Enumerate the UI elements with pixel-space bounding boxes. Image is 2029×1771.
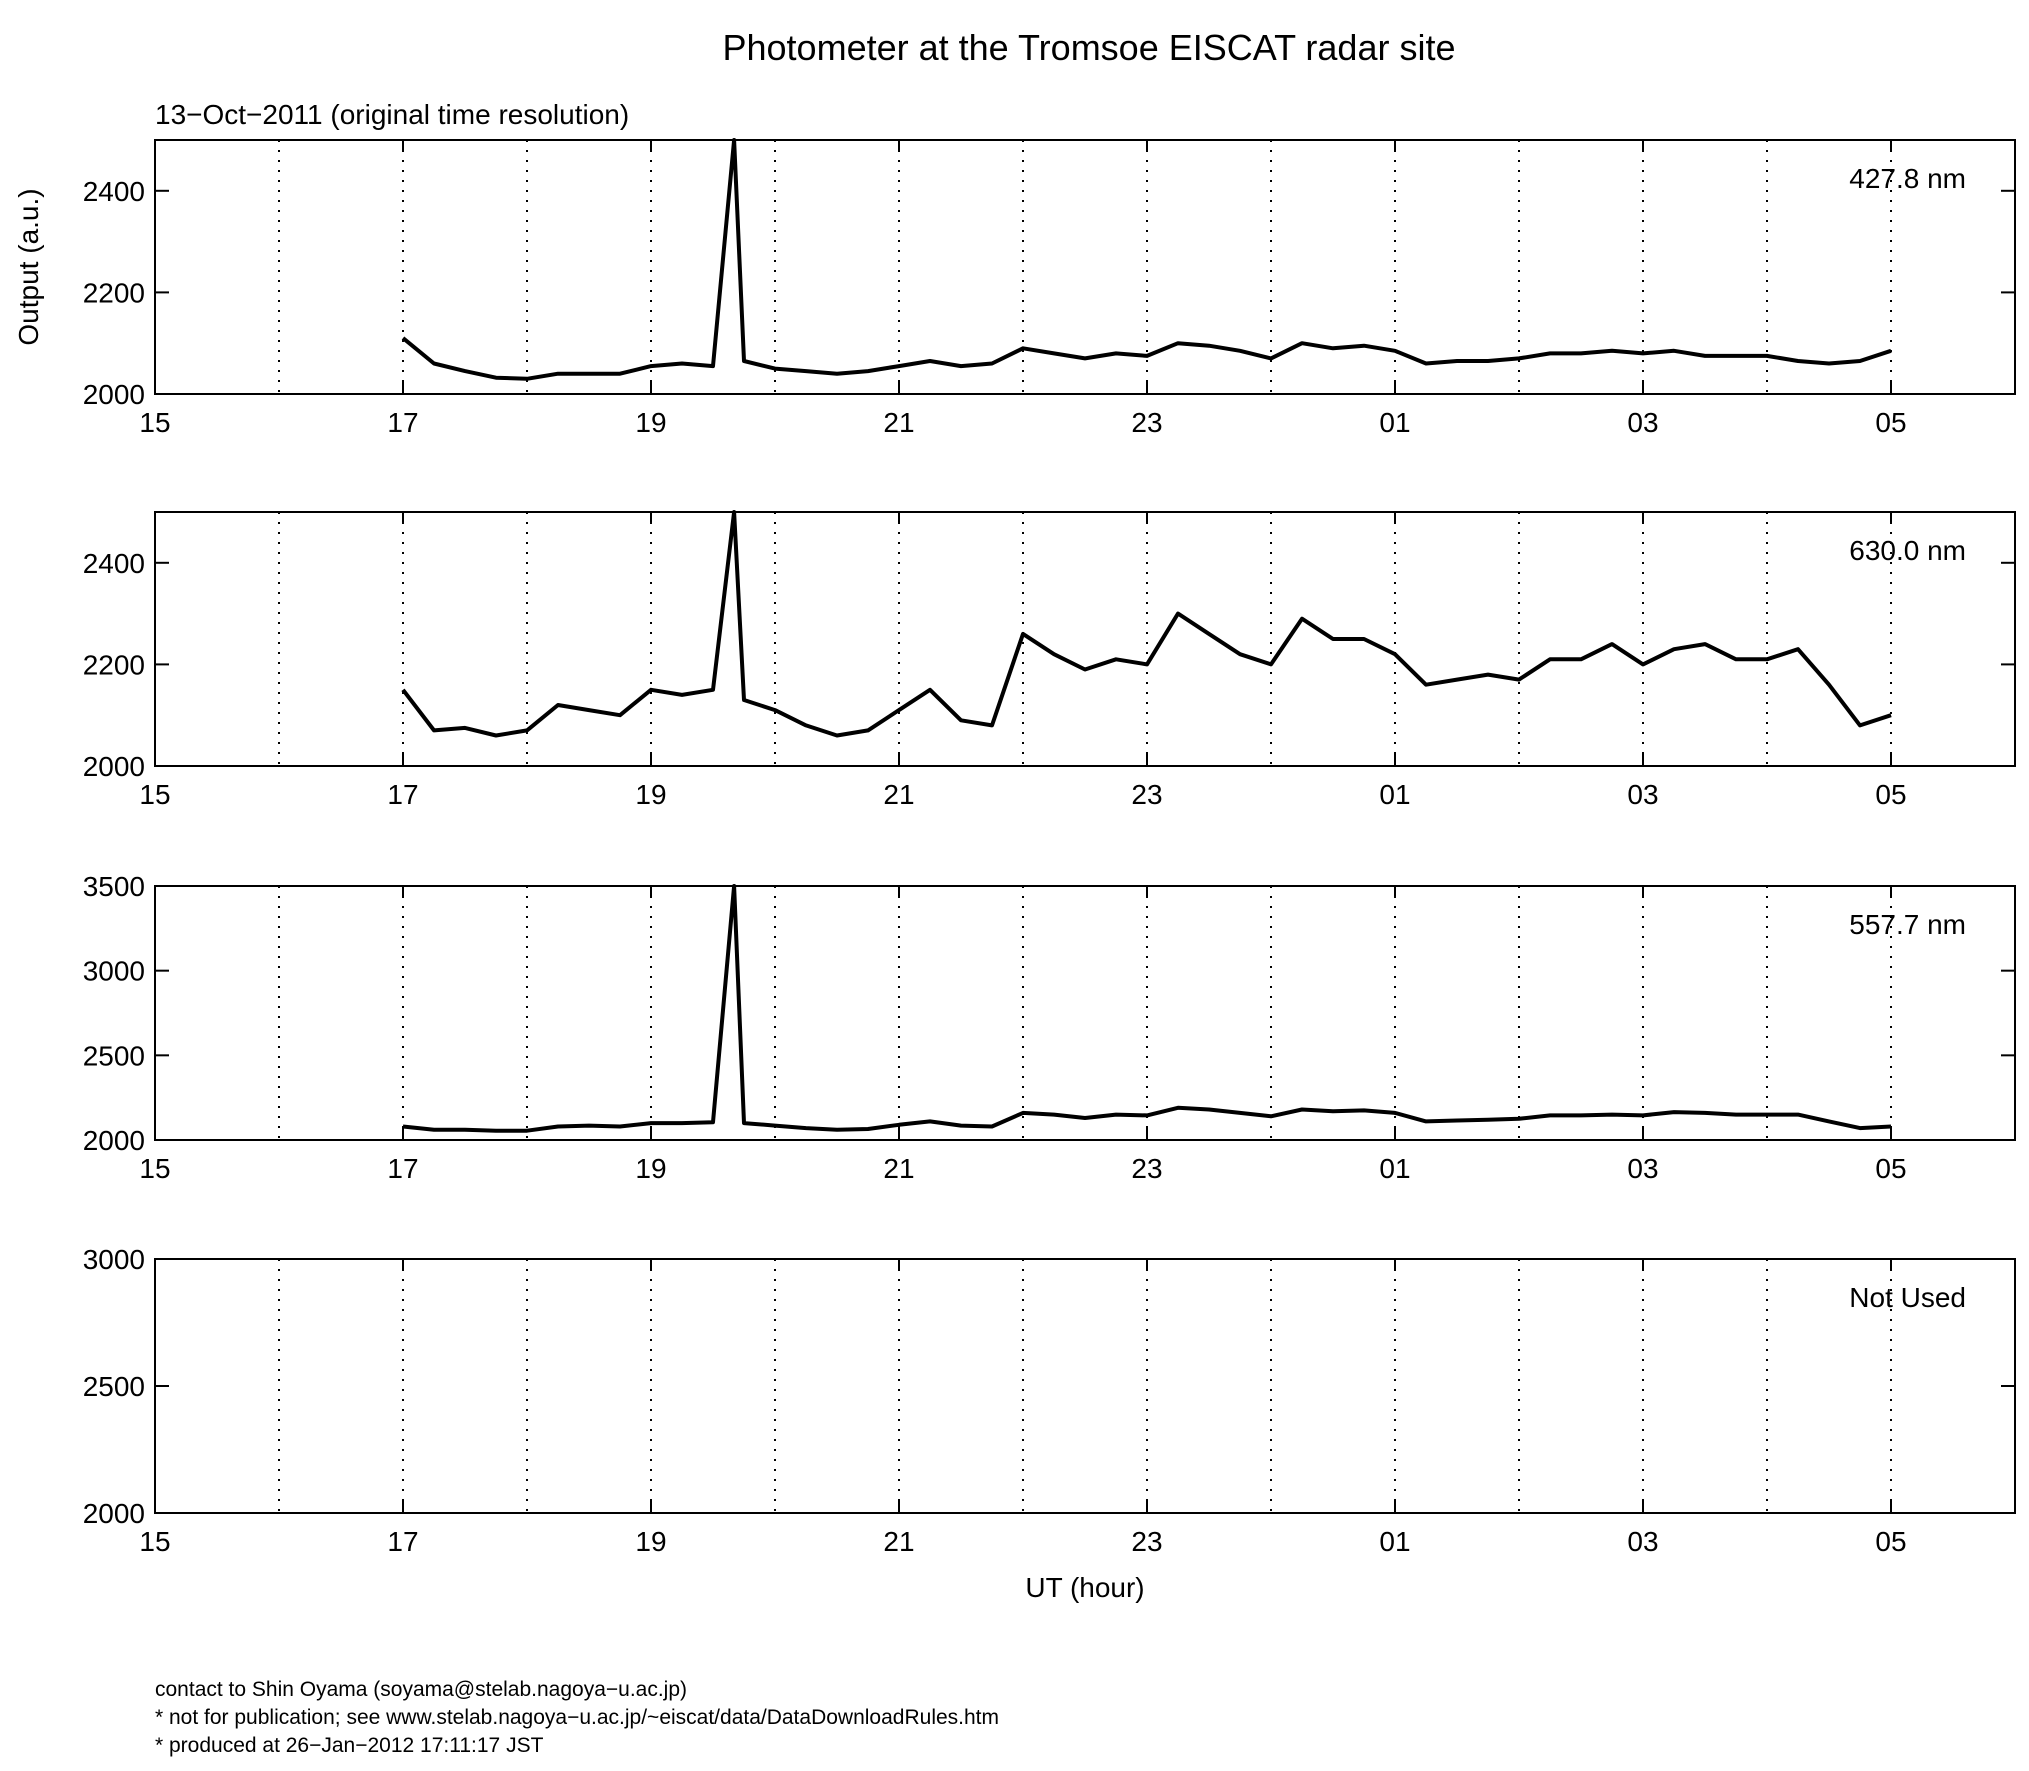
x-tick-label: 23 [1131, 407, 1162, 438]
x-axis-label: UT (hour) [1025, 1572, 1144, 1603]
x-tick-label: 03 [1627, 407, 1658, 438]
y-tick-label: 2000 [83, 1125, 145, 1156]
x-tick-label: 23 [1131, 779, 1162, 810]
panel-label: 557.7 nm [1849, 909, 1966, 940]
x-tick-label: 01 [1379, 1153, 1410, 1184]
x-tick-label: 01 [1379, 779, 1410, 810]
footer-line: * produced at 26−Jan−2012 17:11:17 JST [155, 1734, 544, 1757]
panel-label: Not Used [1849, 1282, 1966, 1313]
x-tick-label: 21 [883, 779, 914, 810]
y-tick-label: 2200 [83, 649, 145, 680]
x-tick-label: 19 [635, 1153, 666, 1184]
plot-frame [154, 1258, 2016, 1514]
x-tick-label: 15 [139, 1526, 170, 1557]
figure-title: Photometer at the Tromsoe EISCAT radar s… [723, 27, 1456, 68]
x-tick-label: 15 [139, 1153, 170, 1184]
x-tick-label: 01 [1379, 407, 1410, 438]
x-tick-label: 21 [883, 1526, 914, 1557]
x-tick-label: 03 [1627, 1526, 1658, 1557]
subtitle: 13−Oct−2011 (original time resolution) [155, 99, 629, 130]
y-tick-label: 2400 [83, 548, 145, 579]
x-tick-label: 03 [1627, 779, 1658, 810]
x-tick-label: 19 [635, 779, 666, 810]
x-tick-label: 17 [387, 1526, 418, 1557]
y-tick-label: 2400 [83, 176, 145, 207]
x-tick-label: 05 [1875, 1526, 1906, 1557]
x-tick-label: 23 [1131, 1526, 1162, 1557]
panel-label: 427.8 nm [1849, 163, 1966, 194]
plot-frame [154, 511, 2016, 767]
y-tick-label: 2000 [83, 1498, 145, 1529]
y-tick-label: 2500 [83, 1040, 145, 1071]
x-tick-label: 17 [387, 1153, 418, 1184]
x-tick-label: 15 [139, 407, 170, 438]
x-tick-label: 19 [635, 407, 666, 438]
y-axis-label: Output (a.u.) [13, 188, 44, 345]
y-tick-label: 3000 [83, 1244, 145, 1275]
x-tick-label: 19 [635, 1526, 666, 1557]
y-tick-label: 2500 [83, 1371, 145, 1402]
y-tick-label: 2200 [83, 277, 145, 308]
footer-line: * not for publication; see www.stelab.na… [155, 1706, 999, 1729]
x-tick-label: 05 [1875, 407, 1906, 438]
footer-line: contact to Shin Oyama (soyama@stelab.nag… [155, 1678, 687, 1701]
panel-label: 630.0 nm [1849, 535, 1966, 566]
x-tick-label: 21 [883, 407, 914, 438]
x-tick-label: 05 [1875, 1153, 1906, 1184]
y-tick-label: 3000 [83, 956, 145, 987]
x-tick-label: 21 [883, 1153, 914, 1184]
x-tick-label: 05 [1875, 779, 1906, 810]
data-line [402, 884, 1892, 1133]
x-tick-label: 15 [139, 779, 170, 810]
y-tick-label: 3500 [83, 871, 145, 902]
x-tick-label: 17 [387, 779, 418, 810]
data-line [401, 510, 1892, 738]
x-tick-label: 01 [1379, 1526, 1410, 1557]
y-tick-label: 2000 [83, 379, 145, 410]
y-tick-label: 2000 [83, 751, 145, 782]
x-tick-label: 23 [1131, 1153, 1162, 1184]
plot-frame [154, 885, 2016, 1141]
x-tick-label: 17 [387, 407, 418, 438]
plot-frame [154, 139, 2016, 395]
data-line [401, 138, 1892, 381]
x-tick-label: 03 [1627, 1153, 1658, 1184]
